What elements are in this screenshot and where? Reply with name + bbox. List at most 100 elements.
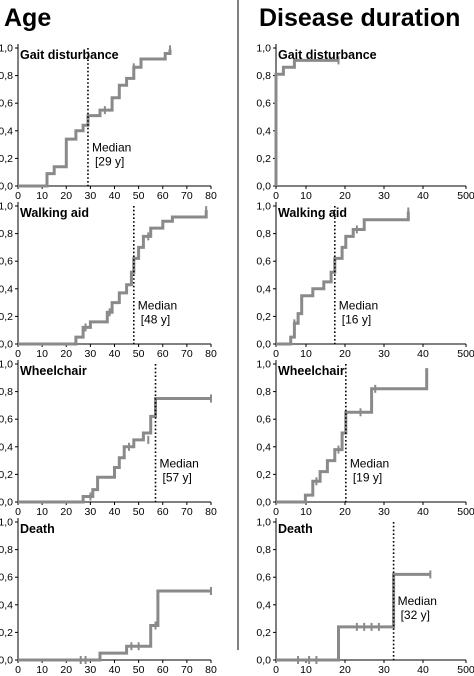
survival-curve (18, 397, 211, 504)
x-tick-label: 30 (378, 506, 390, 518)
y-tick-label: 0,2 (256, 153, 271, 165)
x-tick-label: 500 (457, 664, 474, 676)
x-tick-label: 40 (417, 664, 429, 676)
y-tick-label: 0,2 (0, 469, 13, 481)
y-tick-label: 1,0 (0, 201, 13, 213)
y-tick-label: 1,0 (256, 43, 271, 55)
y-tick-label: 1,0 (256, 517, 271, 529)
y-tick-label: 0,2 (0, 153, 13, 165)
y-tick-label: 0,8 (256, 386, 271, 398)
y-tick-label: 0,0 (256, 181, 271, 193)
y-tick-label: 1,0 (256, 359, 271, 371)
x-tick-label: 500 (457, 506, 474, 518)
x-tick-label: 50 (133, 664, 145, 676)
chart-panel: 0,0 0,2 0,4 0,6 0,8 1,0 0 10 20 30 40 50 60 70 80 Death (0, 517, 217, 676)
x-tick-label: 20 (339, 506, 351, 518)
x-tick-label: 20 (60, 348, 72, 360)
x-tick-label: 20 (339, 190, 351, 202)
y-tick-label: 0,4 (0, 125, 13, 137)
y-tick-label: 0,6 (0, 414, 13, 426)
x-tick-label: 30 (85, 664, 97, 676)
y-tick-label: 0,8 (0, 70, 13, 82)
x-tick-label: 60 (157, 348, 169, 360)
y-tick-label: 0,6 (0, 256, 13, 268)
y-tick-label: 1,0 (256, 201, 271, 213)
y-tick-label: 0,0 (256, 339, 271, 351)
median-label: Median (160, 457, 199, 471)
panel-title: Walking aid (278, 206, 347, 220)
x-tick-label: 40 (109, 348, 121, 360)
y-tick-label: 0,8 (256, 228, 271, 240)
x-tick-label: 70 (181, 664, 193, 676)
column-title-disease-duration: Disease duration (259, 4, 460, 32)
x-tick-label: 70 (181, 190, 193, 202)
x-tick-label: 10 (300, 664, 312, 676)
x-tick-label: 10 (36, 190, 48, 202)
x-tick-label: 10 (36, 506, 48, 518)
x-tick-label: 50 (133, 506, 145, 518)
median-value: [57 y] (163, 471, 192, 485)
panels: 0,00,20,40,60,81,00 10 20 30 40 50 60 70 80Gait … (0, 43, 474, 676)
y-tick-label: 1,0 (0, 517, 13, 529)
x-tick-label: 50 (133, 190, 145, 202)
y-tick-label: 0,6 (256, 414, 271, 426)
x-tick-label: 80 (205, 506, 217, 518)
x-tick-label: 70 (181, 348, 193, 360)
y-tick-label: 1,0 (0, 359, 13, 371)
column-title-age: Age (4, 4, 51, 32)
median-label: Median (138, 299, 177, 313)
survival-curve (18, 49, 172, 188)
y-tick-label: 0,2 (0, 627, 13, 639)
x-tick-label: 20 (60, 190, 72, 202)
survival-curve (274, 58, 339, 186)
panel-title: Gait disturbance (20, 48, 119, 62)
chart-panel: 0,0 0,2 0,4 0,6 0,8 1,0 0 10 20 30 40 500 Gait distu… (256, 43, 474, 203)
chart-panel: 0,0 0,2 0,4 0,6 0,8 1,0 0 10 20 30 40 500 Walking ai… (256, 201, 474, 361)
median-label: Median (398, 594, 437, 608)
y-tick-label: 0,4 (256, 441, 271, 453)
y-tick-label: 0,8 (0, 544, 13, 556)
x-tick-label: 80 (205, 190, 217, 202)
y-tick-label: 0,8 (256, 70, 271, 82)
panel-title: Walking aid (20, 206, 89, 220)
panel-title: Wheelchair (20, 364, 87, 378)
panel-title: Wheelchair (278, 364, 345, 378)
y-tick-label: 0,8 (0, 228, 13, 240)
y-tick-label: 0,4 (0, 441, 13, 453)
x-tick-label: 20 (60, 664, 72, 676)
x-tick-label: 20 (339, 664, 351, 676)
x-tick-label: 70 (181, 506, 193, 518)
chart-panel: 0,0 0,2 0,4 0,6 0,8 1,0 0 10 20 30 40 500 Death Media… (256, 517, 474, 676)
x-tick-label: 30 (378, 190, 390, 202)
y-tick-label: 0,6 (256, 256, 271, 268)
x-tick-label: 20 (60, 506, 72, 518)
y-tick-label: 0,2 (256, 469, 271, 481)
x-tick-label: 60 (157, 664, 169, 676)
y-tick-label: 0,0 (0, 655, 13, 667)
x-tick-label: 0 (273, 506, 279, 518)
y-tick-label: 0,4 (256, 125, 271, 137)
x-tick-label: 40 (109, 190, 121, 202)
y-tick-label: 0,0 (0, 181, 13, 193)
x-tick-label: 0 (15, 506, 21, 518)
y-tick-label: 0,0 (0, 497, 13, 509)
y-tick-label: 0,0 (256, 655, 271, 667)
y-tick-label: 0,4 (0, 599, 13, 611)
y-tick-label: 0,6 (0, 572, 13, 584)
y-tick-label: 0,8 (256, 544, 271, 556)
x-tick-label: 0 (273, 190, 279, 202)
chart-panel: 0,0 0,2 0,4 0,6 0,8 1,0 0 10 20 30 40 500 Wheelchair… (256, 359, 474, 519)
y-tick-label: 0,0 (0, 339, 13, 351)
y-tick-label: 0,8 (0, 386, 13, 398)
y-tick-label: 0,4 (256, 283, 271, 295)
x-tick-label: 40 (417, 348, 429, 360)
chart-panel: 0,0 0,2 0,4 0,6 0,8 1,0 0 10 20 30 40 50 60 70 80 Wheel… (0, 359, 217, 519)
panel-title: Death (20, 522, 55, 536)
y-tick-label: 0,4 (256, 599, 271, 611)
x-tick-label: 30 (378, 664, 390, 676)
x-tick-label: 10 (36, 348, 48, 360)
x-tick-label: 30 (85, 506, 97, 518)
chart-panel: 0,0 0,2 0,4 0,6 0,8 1,0 0 10 20 30 40 50 60 70 80 Walki… (0, 201, 217, 361)
x-tick-label: 60 (157, 506, 169, 518)
